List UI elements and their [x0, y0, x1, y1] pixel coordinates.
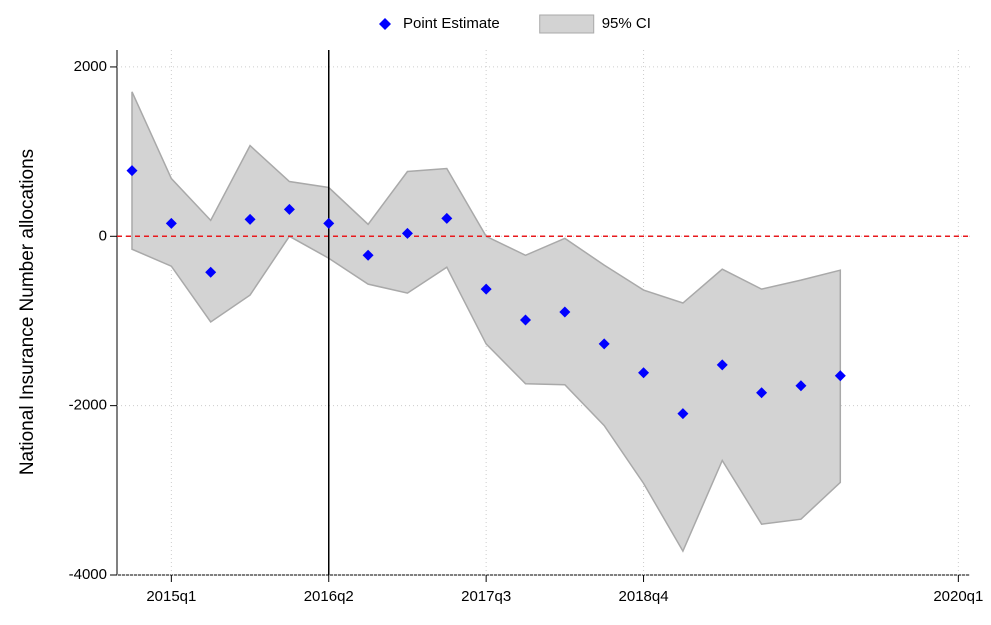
x-tick-label: 2017q3 [461, 588, 511, 605]
point [677, 408, 689, 420]
point [520, 314, 531, 326]
x-tick-label: 2018q4 [619, 588, 669, 605]
y-tick-label: 2000 [74, 58, 107, 75]
x-tick-label: 2015q1 [146, 588, 196, 605]
point [244, 213, 256, 225]
y-tick-label: -2000 [69, 397, 107, 414]
legend-swatch [539, 14, 595, 34]
point [165, 217, 177, 229]
point [362, 249, 374, 261]
y-axis-label: National Insurance Number allocations [17, 149, 38, 475]
point [323, 217, 335, 229]
point [401, 227, 413, 239]
x-tick-label: 2020q1 [933, 588, 983, 605]
point [441, 212, 453, 224]
ci-band [131, 91, 842, 553]
point [205, 266, 217, 278]
legend-swatch [379, 18, 391, 30]
point [638, 367, 650, 379]
y-tick-label: -4000 [69, 566, 107, 583]
point [480, 283, 492, 295]
point [283, 203, 295, 215]
legend-label: Point Estimate [403, 15, 500, 32]
point [834, 370, 846, 382]
point [756, 387, 768, 399]
point [126, 165, 138, 177]
legend-label: 95% CI [602, 15, 651, 32]
point [716, 359, 728, 371]
point [598, 338, 610, 350]
x-tick-label: 2016q2 [304, 588, 354, 605]
point [559, 306, 571, 318]
point [795, 380, 807, 392]
y-tick-label: 0 [99, 227, 107, 244]
